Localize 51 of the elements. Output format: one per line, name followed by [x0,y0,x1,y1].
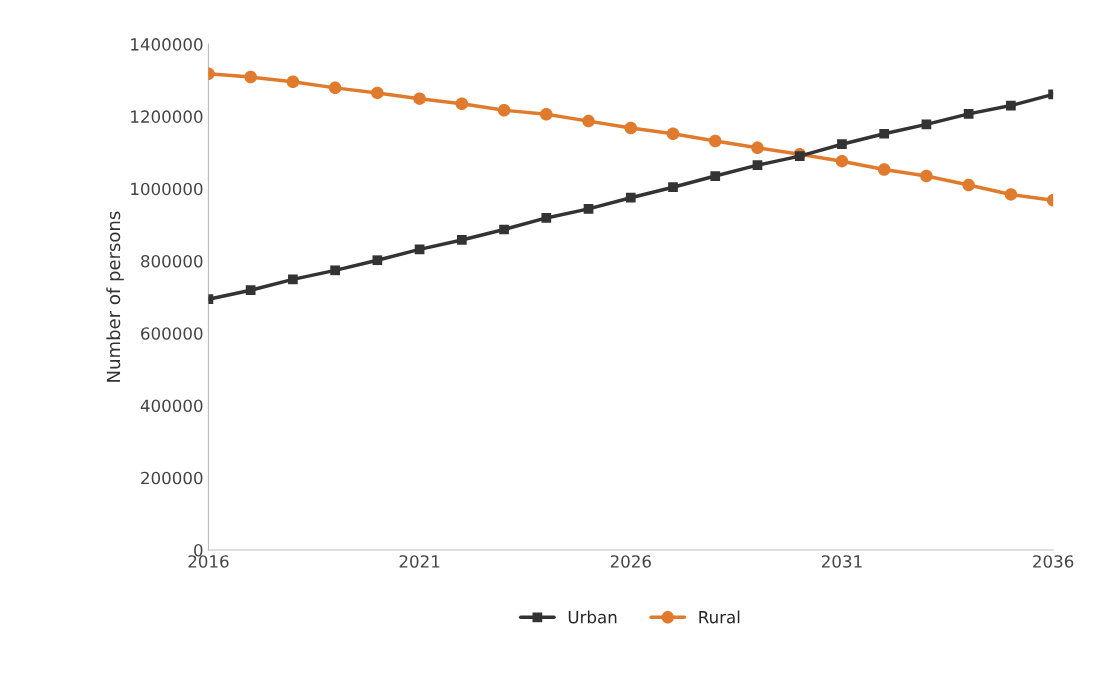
point [371,86,384,100]
y-tick-label: 600000 [141,327,203,340]
point [330,265,340,276]
point [835,154,849,168]
point [1006,100,1016,111]
point [541,213,552,223]
x-tick-label: 2026 [610,555,651,568]
point [668,182,678,193]
y-axis-title: Number of persons [106,211,124,382]
point [499,224,509,235]
y-tick-label: 400000 [140,399,203,413]
point [497,104,511,117]
point [455,97,469,110]
point [1004,188,1018,201]
point [920,169,933,183]
point [962,178,975,192]
legend-label: Rural [699,610,740,624]
x-tick-label: 2031 [821,555,862,568]
point [540,107,553,121]
point [625,192,636,203]
y-tick-label: 1200000 [131,110,203,123]
y-tick-label: 0 [194,543,203,557]
point [710,171,721,181]
y-tick-label: 1400000 [131,38,203,51]
x-tick-label: 2016 [188,555,229,568]
point [245,285,256,296]
x-tick-label: 2021 [399,555,440,568]
point [624,121,638,135]
point [752,160,763,171]
point [708,134,722,148]
y-tick-label: 200000 [141,471,203,485]
point [413,92,426,105]
legend-label: Urban [568,610,617,624]
x-tick-label: 2036 [1033,555,1074,568]
point [288,274,298,285]
point [372,255,383,266]
point [963,109,974,119]
point [583,204,594,214]
y-tick-label: 800000 [141,254,203,268]
point [877,163,891,176]
y-tick-label: 1000000 [131,182,203,196]
point [244,70,257,84]
point [837,139,847,150]
point [751,141,764,155]
point [456,235,467,245]
point [879,128,890,139]
point [582,114,595,128]
point [328,81,342,95]
point [921,119,932,130]
point [666,127,680,140]
point [286,75,300,88]
